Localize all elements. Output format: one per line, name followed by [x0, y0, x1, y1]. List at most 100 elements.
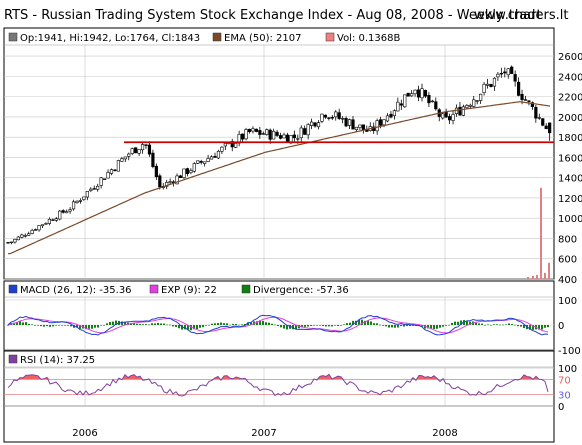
divergence-bar — [361, 319, 363, 325]
rsi-legend: RSI (14): 37.25 — [8, 354, 95, 366]
candlestick — [320, 113, 324, 124]
candle-body — [40, 224, 45, 227]
divergence-bar — [226, 323, 228, 325]
candle-body — [427, 95, 431, 104]
divergence-bar — [505, 324, 507, 326]
candlestick — [337, 108, 341, 120]
candle-body — [465, 105, 469, 108]
candle-body — [375, 120, 379, 132]
candle-body — [199, 161, 203, 163]
candlestick — [113, 169, 117, 172]
candlestick — [458, 101, 462, 116]
candlestick — [109, 168, 114, 176]
candle-body — [413, 89, 417, 95]
candle-body — [537, 117, 541, 119]
price-tick-label: 1200 — [558, 194, 582, 205]
rsi-tick-label: 30 — [558, 391, 571, 402]
candlestick — [75, 200, 79, 204]
rsi-panel — [3, 350, 555, 407]
candle-body — [182, 168, 186, 178]
divergence-bar — [547, 325, 549, 328]
candle-body — [20, 234, 24, 238]
candlestick — [127, 152, 131, 161]
candlestick — [430, 99, 434, 103]
divergence-bar — [379, 324, 381, 326]
ema-legend: EMA (50): 2107 — [224, 33, 302, 44]
divergence-bar — [16, 322, 18, 325]
candlestick — [140, 142, 145, 154]
candlestick — [441, 112, 445, 120]
divergence-bar — [178, 325, 180, 329]
candlestick — [420, 83, 424, 102]
divergence-bar — [220, 322, 222, 325]
candlestick — [247, 128, 252, 134]
ema-swatch — [212, 32, 222, 42]
candlestick — [492, 77, 497, 91]
divergence-bar — [277, 325, 279, 327]
candle-body — [492, 77, 497, 87]
divergence-bar — [223, 323, 225, 325]
candlestick — [275, 129, 279, 137]
candlestick — [65, 209, 69, 214]
divergence-bar — [388, 325, 390, 328]
divergence-bar — [382, 325, 384, 326]
divergence-bar — [109, 322, 111, 325]
candle-body — [216, 150, 221, 159]
divergence-bar — [439, 325, 441, 328]
candlestick — [71, 199, 76, 211]
candlestick — [434, 97, 438, 111]
candle-body — [158, 175, 162, 188]
volume-bar — [532, 275, 534, 279]
divergence-bar — [394, 325, 396, 328]
candle-body — [178, 175, 183, 179]
divergence-bar — [532, 325, 534, 330]
candle-body — [489, 83, 493, 87]
divergence-bar — [250, 322, 252, 325]
candlestick — [537, 113, 541, 120]
divergence-bar — [385, 325, 387, 327]
divergence-bar — [142, 324, 144, 325]
divergence-bar — [202, 325, 204, 328]
divergence-bar — [76, 325, 78, 328]
candlestick — [534, 104, 538, 123]
candle-body — [341, 118, 345, 120]
divergence-bar — [199, 325, 201, 328]
candlestick — [182, 168, 186, 180]
divergence-bar — [313, 325, 315, 326]
candlestick — [13, 238, 17, 244]
macd-swatch — [8, 284, 18, 294]
candle-body — [220, 146, 224, 152]
candle-body — [89, 188, 93, 191]
candle-body — [37, 225, 41, 231]
candle-body — [196, 160, 200, 164]
candlestick — [6, 242, 10, 244]
divergence-bar — [112, 321, 114, 325]
candlestick — [523, 95, 528, 101]
divergence-bar — [217, 323, 219, 325]
candlestick — [151, 149, 155, 169]
candle-body — [68, 209, 72, 212]
ohlc-legend: Op:1941, Hi:1942, Lo:1764, Cl:1843 — [20, 33, 200, 44]
divergence-bar — [493, 324, 495, 325]
candle-body — [482, 83, 486, 93]
candlestick — [144, 144, 148, 149]
divergence-bar — [337, 325, 339, 326]
candlestick — [265, 128, 269, 136]
candle-body — [168, 181, 172, 183]
divergence-bar — [283, 325, 285, 329]
divergence-bar — [190, 325, 192, 331]
volume-bar — [548, 262, 550, 279]
candlestick — [309, 118, 314, 130]
divergence-bar — [235, 323, 237, 325]
divergence-bar — [238, 324, 240, 326]
divergence-bar — [448, 324, 450, 326]
divergence-bar — [49, 325, 51, 327]
candlestick — [465, 104, 469, 109]
candle-body — [147, 144, 152, 155]
divergence-bar — [451, 323, 453, 325]
candlestick — [506, 68, 510, 79]
candle-body — [385, 115, 390, 122]
candle-body — [268, 129, 272, 140]
candlestick — [354, 126, 359, 132]
